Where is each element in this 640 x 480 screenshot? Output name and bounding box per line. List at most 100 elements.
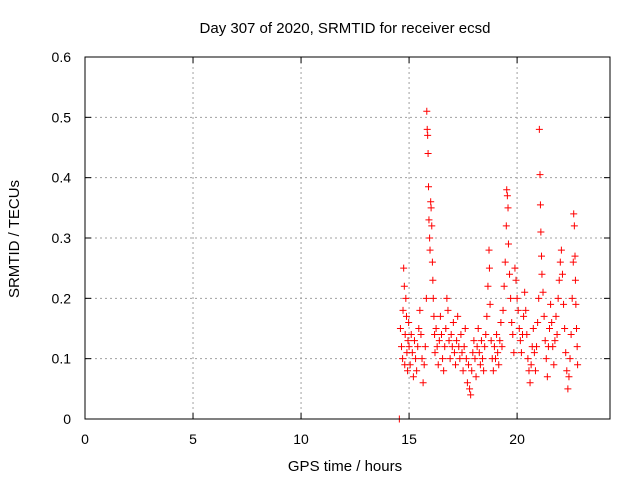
data-point [507,294,515,302]
data-point [565,373,573,381]
data-point [482,331,490,339]
data-point [531,367,539,375]
data-point [422,294,430,302]
data-point [450,349,458,357]
data-point [425,216,433,224]
data-point [554,294,562,302]
data-point [426,234,434,242]
data-point [402,294,410,302]
data-point [487,337,495,345]
data-point [568,294,576,302]
data-point [467,391,475,399]
data-point [529,325,537,332]
data-point [444,306,452,314]
data-point [483,312,491,320]
data-point [434,361,442,369]
data-point [427,204,435,212]
data-point [525,367,533,375]
data-point [570,210,578,218]
data-point [404,337,412,345]
data-point [430,312,438,320]
data-point [548,318,556,326]
data-point [469,349,477,357]
data-point [556,258,564,266]
data-point [511,264,519,272]
data-point [462,355,470,363]
data-point [396,325,404,332]
data-point [476,361,484,369]
data-point [535,125,543,133]
data-point [423,107,431,115]
data-point [513,294,521,302]
data-point [517,349,525,357]
data-point [437,331,445,339]
data-point [440,367,448,375]
data-point [567,331,575,339]
data-point [417,331,425,339]
data-point [522,306,530,314]
data-point [479,355,487,363]
data-point [424,150,432,158]
data-point [562,349,570,357]
data-point [549,343,557,351]
data-point [432,325,440,332]
data-point [521,288,529,296]
data-point [499,306,507,314]
y-tick-label: 0.1 [52,351,72,367]
data-point [496,337,504,345]
data-point [431,331,439,339]
data-point [524,355,532,363]
data-point [453,337,461,345]
data-point [412,355,420,363]
y-ticks: 0 0.1 0.2 0.3 0.4 0.5 0.6 [52,49,610,427]
data-point [401,331,409,339]
data-point [459,367,467,375]
data-point [541,337,549,345]
data-point [435,337,443,345]
data-point [405,318,413,326]
y-tick-label: 0.4 [52,170,72,186]
data-point [557,246,565,254]
data-point [400,282,408,290]
data-point [551,337,559,345]
data-point [542,355,550,363]
data-point [538,252,546,260]
data-point [442,325,450,332]
data-point [553,331,561,339]
data-point [497,318,505,326]
data-point [515,325,523,332]
data-point [547,300,555,308]
data-point [428,258,436,266]
data-point [560,300,568,308]
data-point [571,276,579,284]
data-point [457,331,465,339]
data-point [550,361,558,369]
data-point [454,312,462,320]
data-point [498,343,506,351]
data-point [424,131,432,139]
data-point [449,318,457,326]
data-point [429,294,437,302]
data-point [506,270,514,278]
data-point [431,349,439,357]
data-point [416,306,424,314]
x-axis-label: GPS time / hours [288,458,402,475]
data-point [561,325,569,332]
data-point [421,343,429,351]
y-tick-label: 0.5 [52,109,72,125]
data-point [405,343,413,351]
data-point [468,367,476,375]
data-point [475,349,483,357]
data-point [484,282,492,290]
data-point [495,361,503,369]
data-point [404,367,412,375]
data-point [402,312,410,320]
data-point [415,325,423,332]
data-point [530,349,538,357]
data-point [473,343,481,351]
y-tick-label: 0.6 [52,49,72,65]
data-point [413,367,421,375]
data-point [569,258,577,266]
data-point [573,343,581,351]
